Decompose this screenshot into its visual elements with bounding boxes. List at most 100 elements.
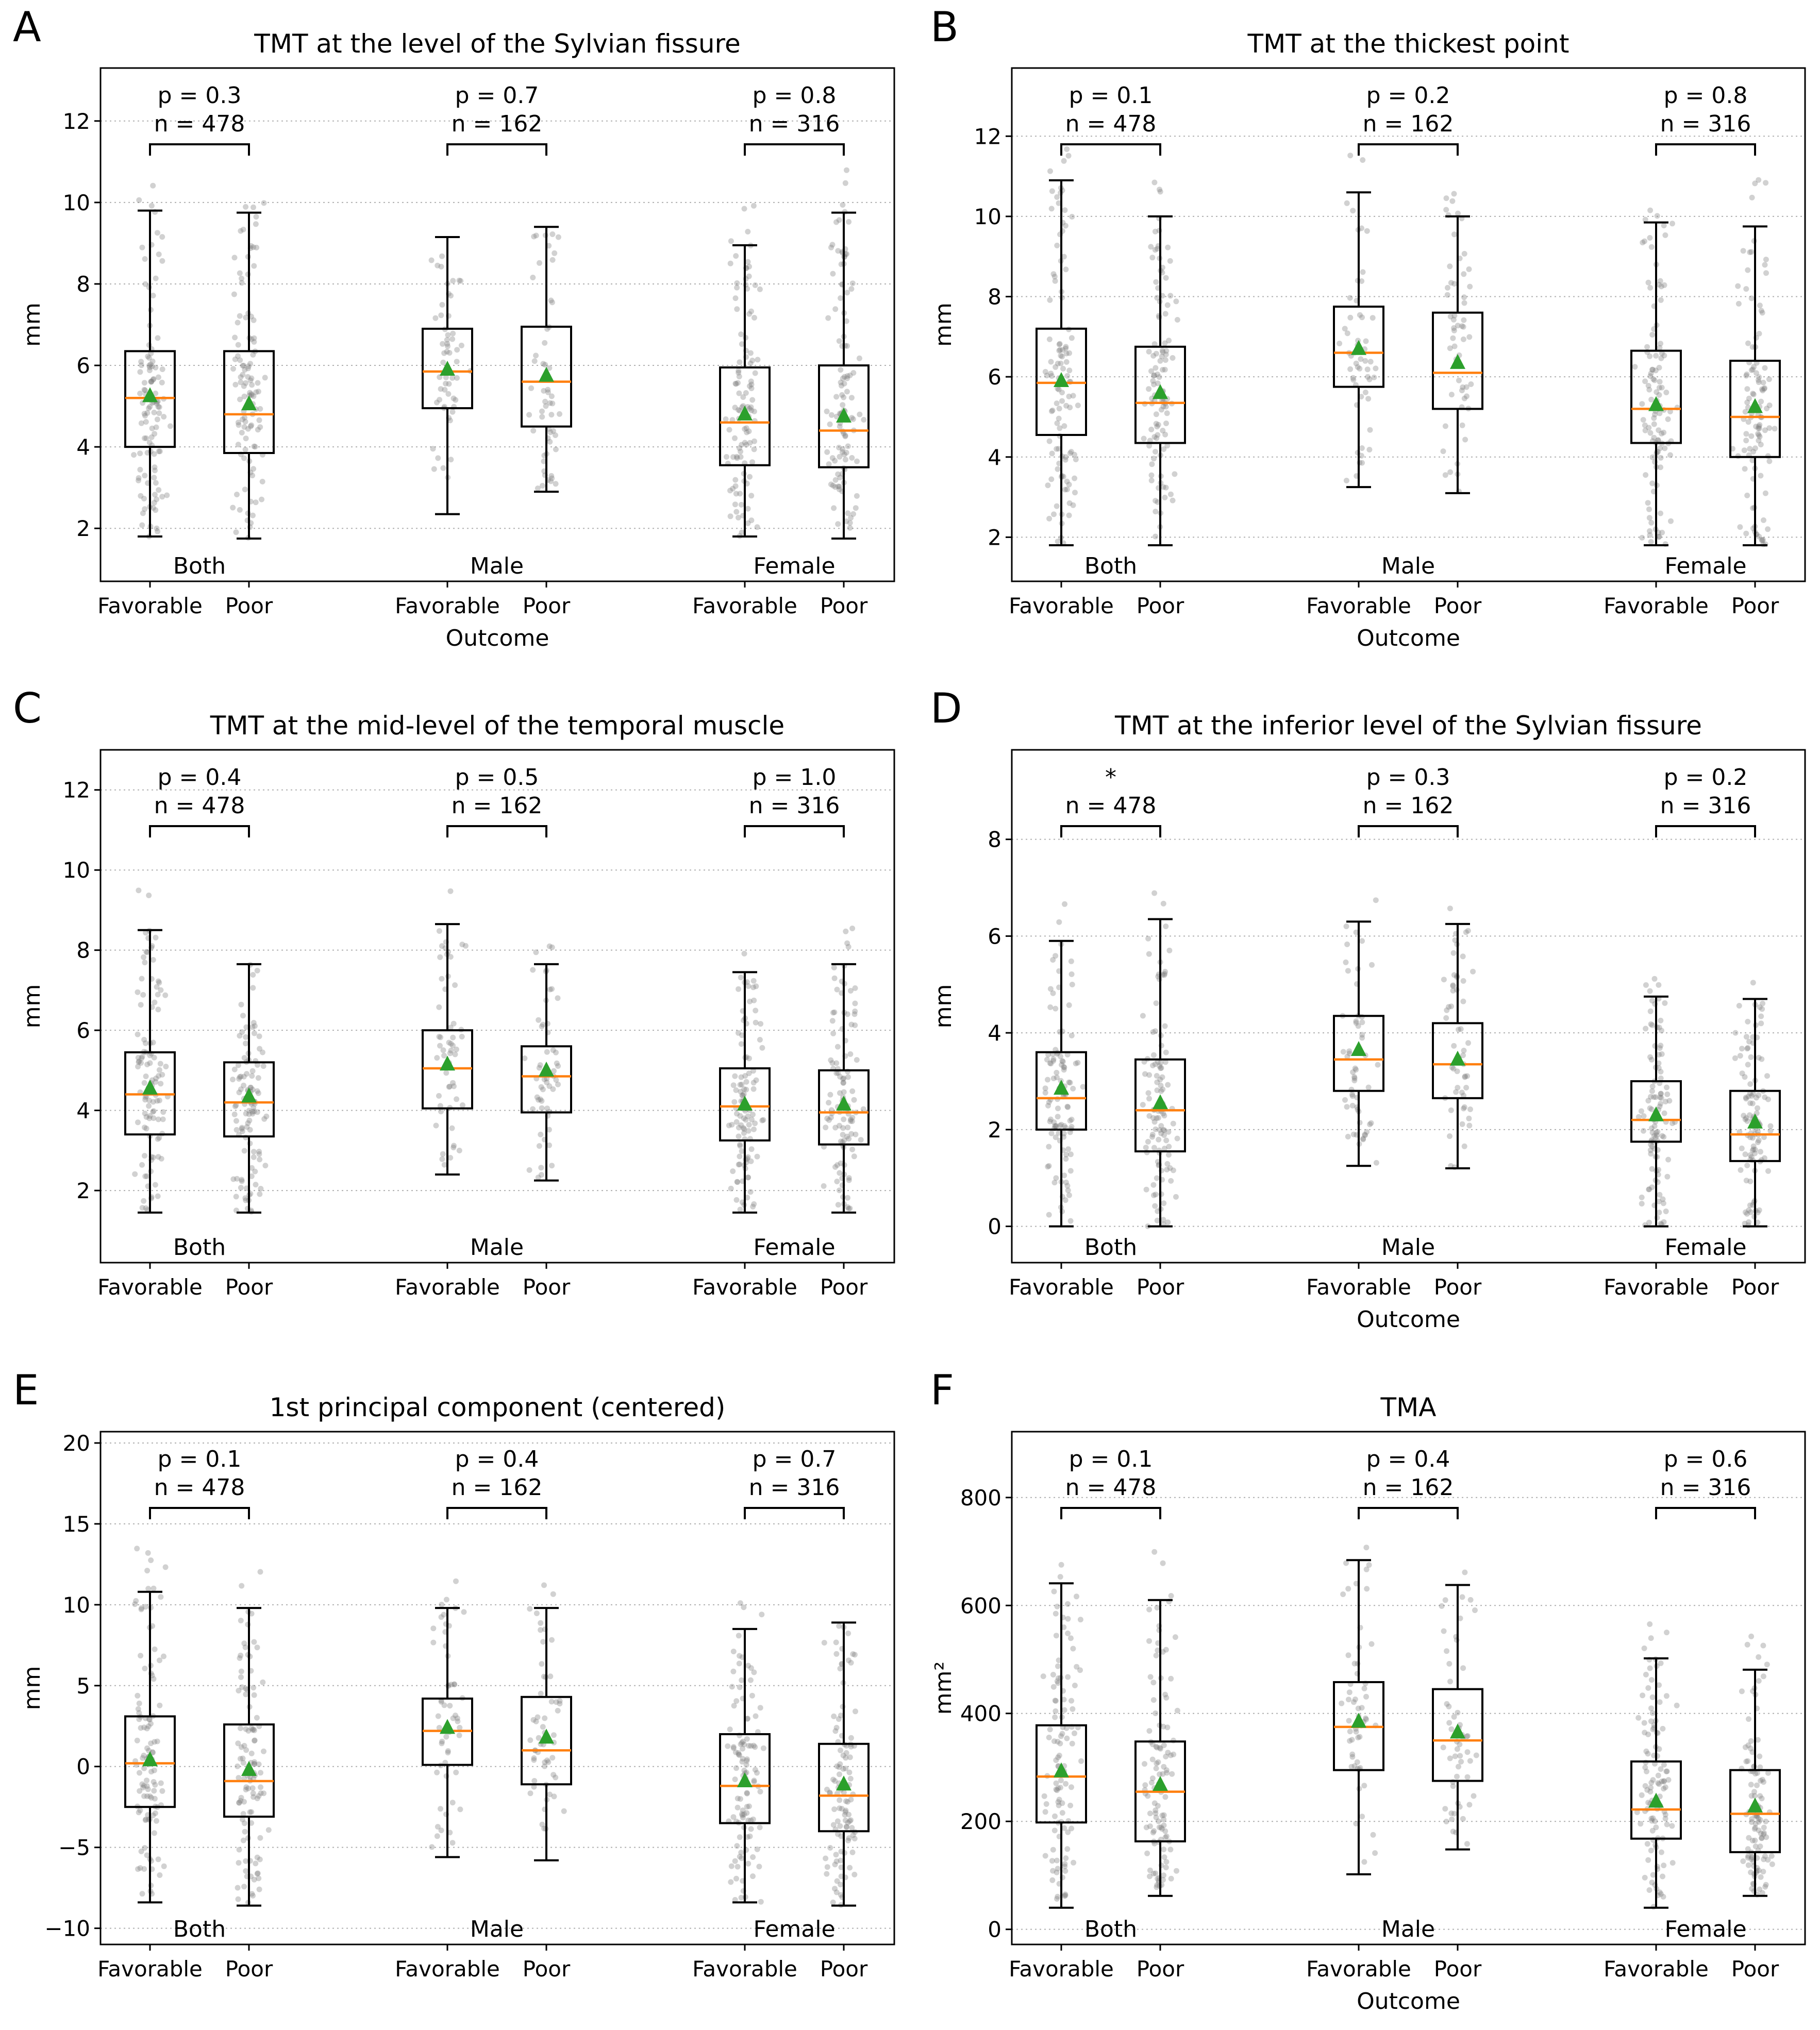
data-point bbox=[238, 1086, 244, 1093]
data-point bbox=[1649, 1694, 1656, 1700]
data-point bbox=[1162, 1691, 1168, 1698]
data-point bbox=[1350, 377, 1357, 383]
x-tick-label: Poor bbox=[225, 593, 273, 618]
data-point bbox=[1359, 1032, 1365, 1038]
data-point bbox=[1459, 422, 1465, 428]
data-point bbox=[848, 1735, 854, 1741]
data-point bbox=[1339, 1700, 1345, 1706]
data-point bbox=[245, 374, 251, 380]
data-point bbox=[1646, 425, 1652, 431]
data-point bbox=[1450, 950, 1457, 956]
data-point bbox=[238, 1798, 244, 1804]
data-point bbox=[1067, 1118, 1073, 1124]
data-point bbox=[838, 1892, 844, 1898]
data-point bbox=[1746, 1716, 1751, 1722]
data-point bbox=[1461, 317, 1467, 323]
data-point bbox=[1639, 401, 1645, 407]
data-point bbox=[1361, 1859, 1367, 1865]
data-point bbox=[555, 234, 561, 240]
data-point bbox=[736, 1030, 741, 1036]
data-point bbox=[254, 1645, 260, 1651]
data-point bbox=[744, 1790, 750, 1797]
data-point bbox=[152, 1182, 158, 1188]
data-point bbox=[1447, 313, 1454, 320]
data-point bbox=[1157, 187, 1162, 193]
data-point bbox=[1151, 890, 1158, 896]
data-point bbox=[750, 1086, 757, 1092]
data-point bbox=[1634, 1809, 1640, 1815]
data-point bbox=[1447, 263, 1453, 270]
data-point bbox=[1364, 366, 1371, 373]
data-point bbox=[240, 1837, 246, 1843]
data-point bbox=[1343, 1560, 1349, 1566]
data-point bbox=[846, 1175, 852, 1181]
data-point bbox=[1146, 443, 1153, 449]
y-tick-label: 0 bbox=[988, 1214, 1001, 1239]
box-iqr bbox=[1729, 1089, 1781, 1162]
data-point bbox=[1459, 323, 1465, 329]
data-point bbox=[440, 341, 446, 347]
data-point bbox=[243, 435, 249, 442]
data-point bbox=[152, 492, 158, 498]
x-tick-label: Favorable bbox=[97, 1274, 203, 1300]
data-point bbox=[1062, 207, 1068, 213]
data-point bbox=[1759, 1796, 1765, 1802]
data-point bbox=[1153, 1192, 1159, 1198]
data-point bbox=[240, 1760, 246, 1766]
significance-bracket bbox=[1060, 1507, 1161, 1519]
data-point bbox=[1350, 1131, 1357, 1137]
data-point bbox=[833, 1651, 840, 1657]
data-point bbox=[847, 525, 853, 531]
data-point bbox=[846, 1136, 852, 1142]
data-point bbox=[724, 454, 729, 460]
y-tick-label: 400 bbox=[960, 1701, 1001, 1726]
data-point bbox=[1446, 1703, 1452, 1709]
data-point bbox=[1162, 431, 1168, 438]
data-point bbox=[1343, 959, 1349, 965]
y-tick-label: 6 bbox=[988, 364, 1001, 390]
data-point bbox=[231, 1111, 238, 1117]
data-point bbox=[846, 1205, 852, 1212]
data-point bbox=[157, 1657, 162, 1664]
data-point bbox=[840, 375, 846, 381]
data-point bbox=[440, 1047, 446, 1053]
data-point bbox=[1660, 1725, 1666, 1732]
data-point bbox=[824, 1786, 830, 1792]
data-point bbox=[145, 354, 151, 359]
data-point bbox=[538, 1084, 544, 1090]
data-point bbox=[557, 1698, 563, 1704]
data-point bbox=[150, 293, 156, 298]
data-point bbox=[826, 461, 832, 467]
data-point bbox=[745, 1716, 751, 1722]
data-point bbox=[1758, 1020, 1764, 1027]
data-point bbox=[751, 446, 757, 452]
data-point bbox=[443, 374, 449, 380]
data-point bbox=[1066, 1192, 1072, 1198]
data-point bbox=[750, 1112, 756, 1118]
data-point bbox=[1656, 1025, 1662, 1031]
data-point bbox=[831, 975, 838, 981]
data-point bbox=[1647, 1665, 1653, 1671]
data-point bbox=[1150, 353, 1157, 359]
data-point bbox=[253, 1860, 259, 1867]
data-point bbox=[1161, 1764, 1167, 1770]
data-point bbox=[731, 1703, 737, 1709]
data-point bbox=[837, 1805, 843, 1811]
data-point bbox=[254, 1796, 260, 1802]
data-point bbox=[1347, 1729, 1353, 1735]
data-point bbox=[840, 1766, 846, 1772]
data-point bbox=[1064, 1103, 1071, 1110]
data-point bbox=[1750, 391, 1757, 397]
x-tick-label: Favorable bbox=[1306, 593, 1411, 618]
data-point bbox=[1473, 1752, 1479, 1758]
data-point bbox=[1160, 900, 1166, 907]
data-point bbox=[153, 480, 159, 486]
data-point bbox=[1654, 213, 1660, 219]
data-point bbox=[1748, 295, 1755, 301]
data-point bbox=[150, 1813, 156, 1818]
data-point bbox=[1343, 924, 1349, 929]
data-point bbox=[263, 1113, 270, 1119]
data-point bbox=[1067, 1802, 1074, 1808]
data-point bbox=[241, 1073, 247, 1080]
data-point bbox=[554, 1060, 560, 1066]
